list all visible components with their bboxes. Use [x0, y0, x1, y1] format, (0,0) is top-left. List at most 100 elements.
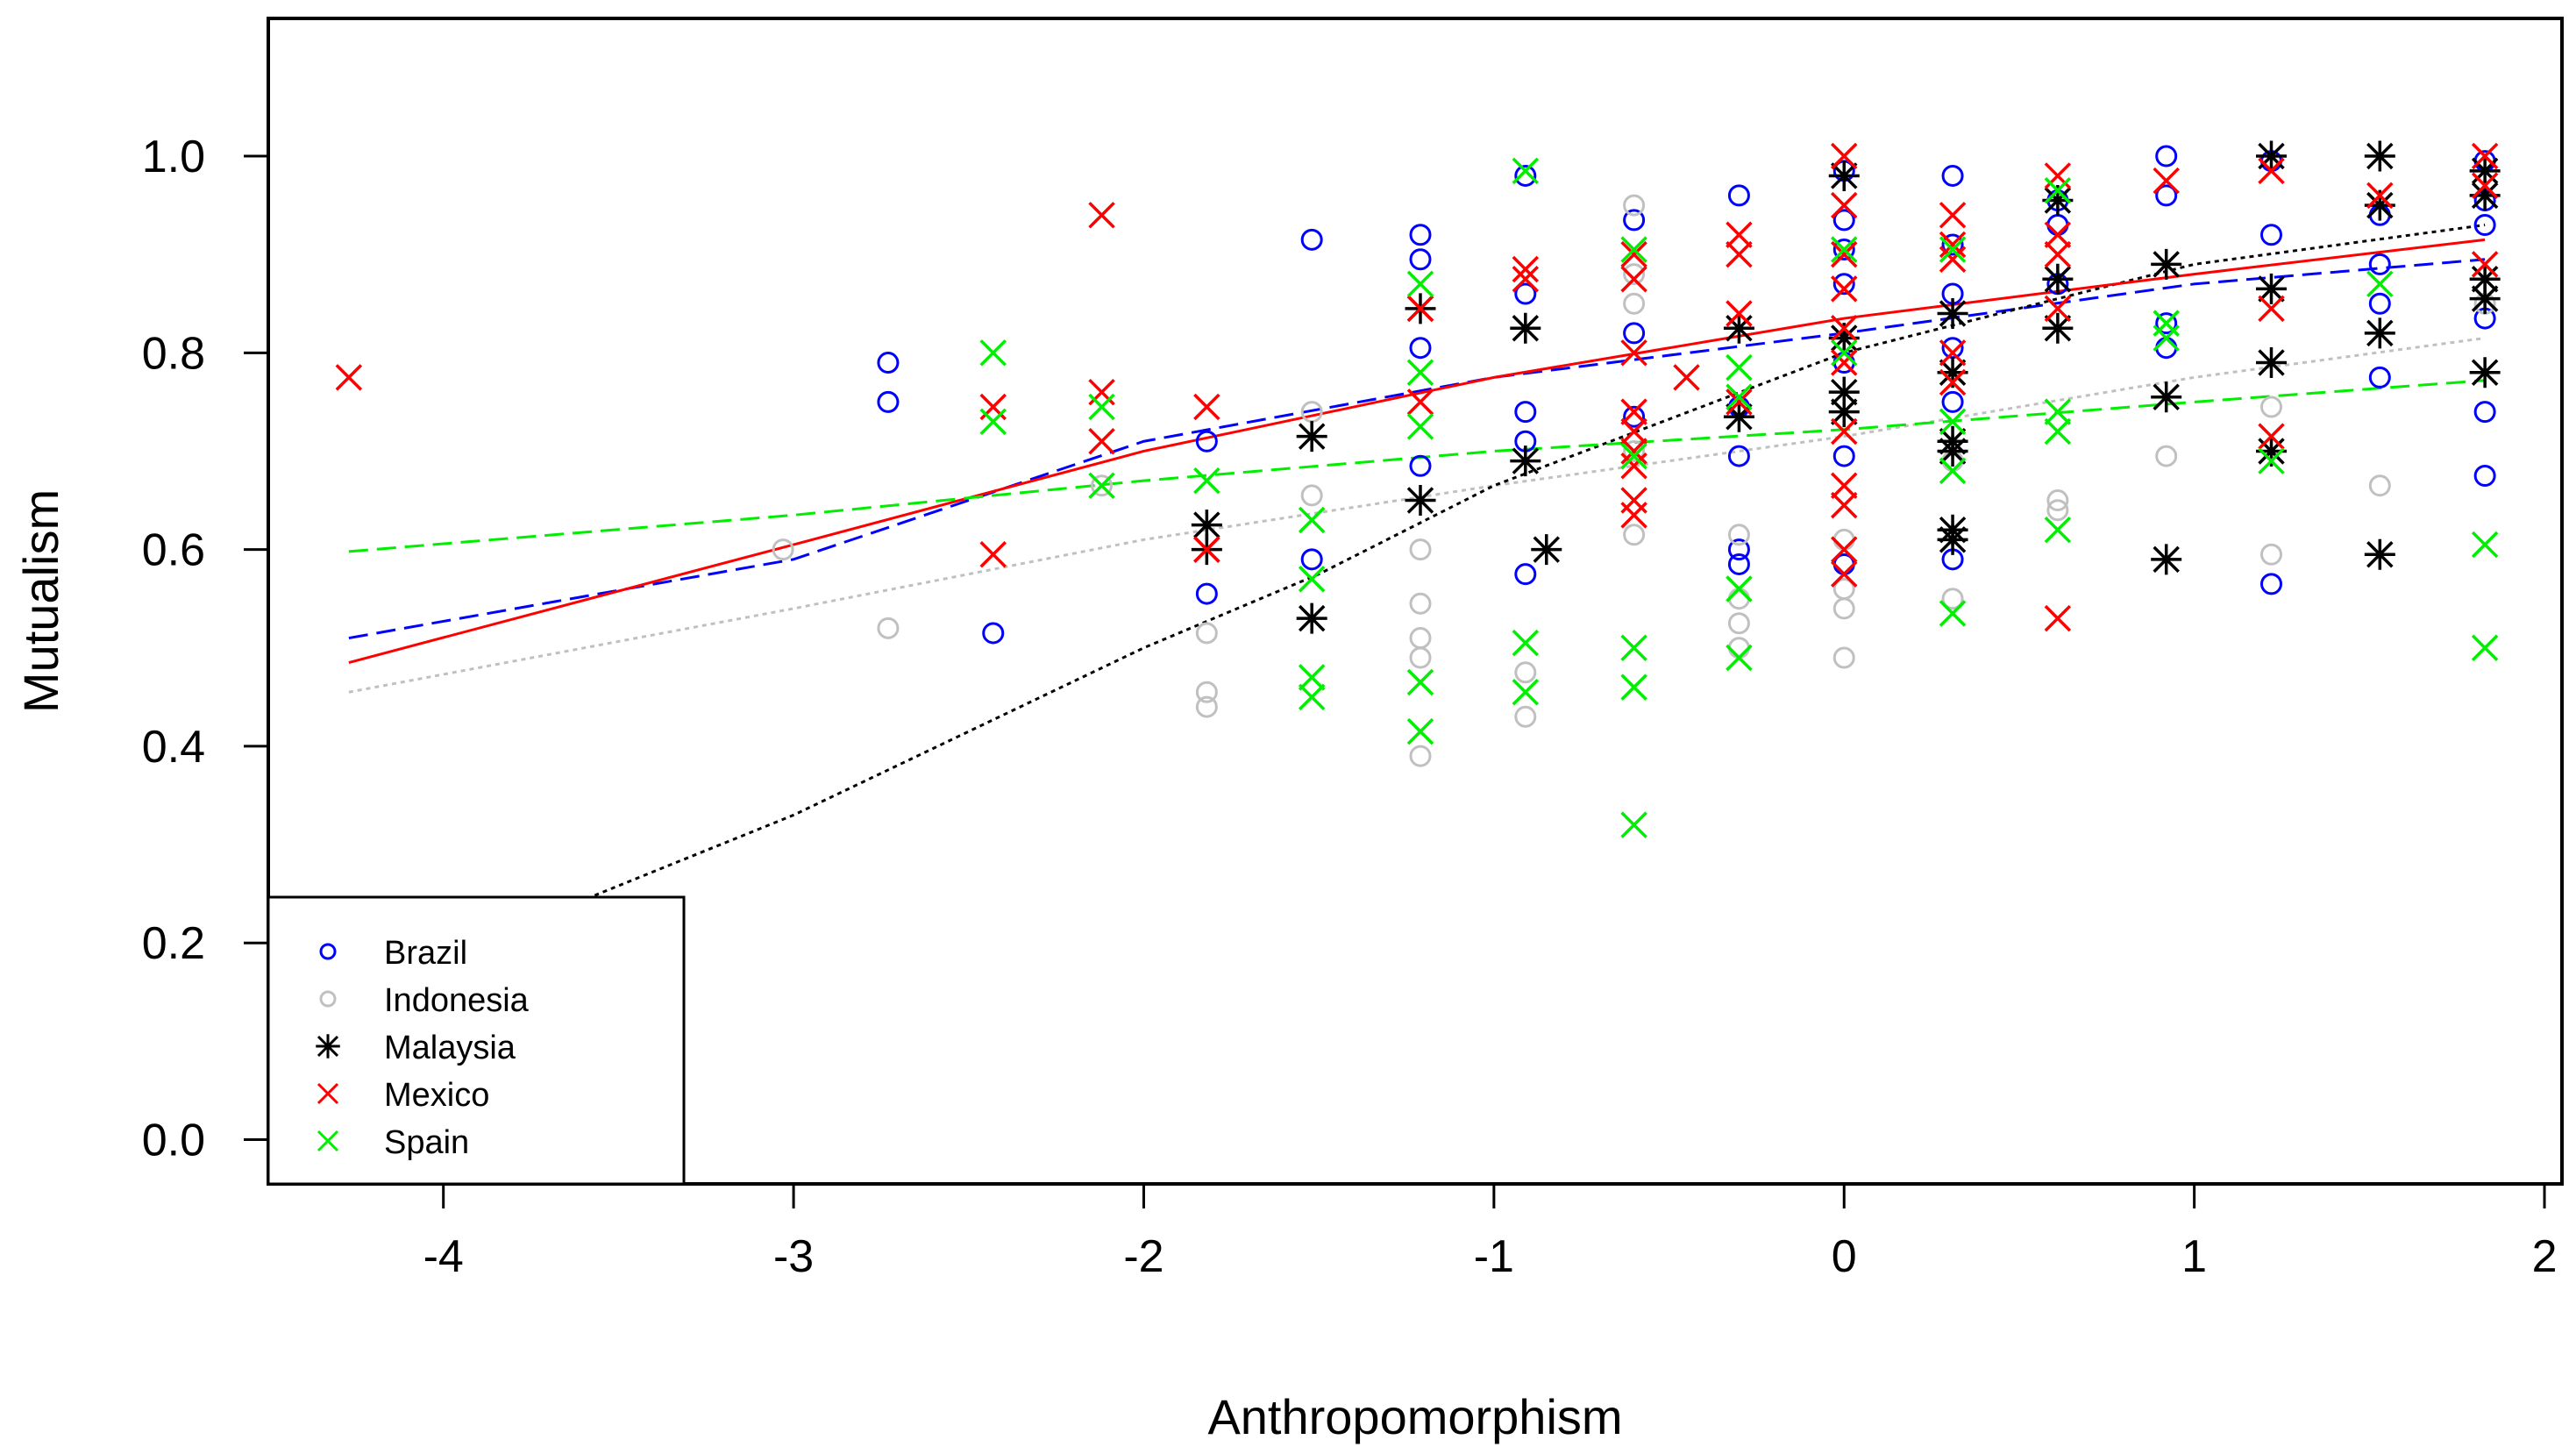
point-malaysia	[2151, 248, 2182, 280]
legend-box	[267, 895, 686, 1186]
point-malaysia	[2042, 312, 2074, 344]
point-spain	[1726, 353, 1753, 381]
point-spain	[2044, 398, 2072, 425]
point-mexico	[1939, 339, 1967, 367]
point-brazil	[2155, 184, 2178, 207]
point-mexico	[2471, 142, 2499, 170]
point-brazil	[1941, 233, 1964, 256]
x-tick-label: 0	[1832, 1231, 1857, 1282]
legend-label-indonesia: Indonesia	[384, 982, 530, 1019]
point-mexico	[335, 364, 363, 391]
x-tick-label: 1	[2181, 1231, 2207, 1282]
point-indonesia	[1409, 538, 1432, 561]
point-mexico	[1620, 240, 1647, 268]
point-malaysia	[1723, 312, 1754, 344]
x-tick-label: 2	[2532, 1231, 2558, 1282]
point-mexico	[2258, 157, 2285, 185]
point-mexico	[1673, 364, 1700, 391]
point-indonesia	[2046, 489, 2069, 512]
point-spain	[979, 339, 1007, 367]
legend-label-spain: Spain	[384, 1124, 469, 1161]
point-brazil	[2155, 312, 2178, 335]
point-brazil	[877, 390, 900, 413]
point-spain	[979, 408, 1007, 436]
trend-line-brazil	[348, 258, 2486, 640]
point-malaysia	[2256, 140, 2288, 172]
point-spain	[1406, 717, 1434, 745]
point-indonesia	[1727, 524, 1750, 546]
point-mexico	[1620, 417, 1647, 446]
x-tick-label: -3	[773, 1231, 814, 1282]
point-brazil	[1727, 445, 1750, 467]
point-indonesia	[1514, 705, 1537, 728]
point-brazil	[1195, 430, 1218, 453]
legend-label-mexico: Mexico	[384, 1077, 489, 1114]
point-brazil	[1832, 239, 1855, 261]
point-brazil	[1727, 184, 1750, 207]
point-mexico	[1620, 453, 1647, 480]
point-brazil	[1832, 273, 1855, 296]
point-mexico	[2044, 295, 2072, 323]
point-malaysia	[1937, 435, 1968, 467]
point-mexico	[1831, 142, 1858, 170]
point-brazil	[1832, 209, 1855, 232]
point-mexico	[1088, 428, 1115, 455]
point-indonesia	[2368, 474, 2391, 497]
point-brazil	[1727, 552, 1750, 575]
point-spain	[1512, 157, 1540, 185]
point-mexico	[2044, 604, 2072, 632]
point-brazil	[982, 622, 1005, 645]
point-mexico	[1831, 536, 1858, 563]
point-mexico	[1831, 191, 1858, 219]
point-mexico	[1726, 221, 1753, 248]
point-indonesia	[1623, 292, 1646, 315]
point-mexico	[1939, 246, 1967, 274]
point-malaysia	[1510, 446, 1541, 477]
point-spain	[1620, 442, 1647, 470]
point-indonesia	[1941, 588, 1964, 610]
point-mexico	[1831, 275, 1858, 303]
point-malaysia	[1405, 485, 1436, 517]
point-spain	[2153, 324, 2180, 352]
point-mexico	[1831, 491, 1858, 519]
point-mexico	[1939, 202, 1967, 229]
point-brazil	[2368, 253, 2391, 275]
point-malaysia	[2364, 317, 2395, 349]
point-mexico	[1512, 265, 1540, 293]
point-indonesia	[1727, 612, 1750, 635]
point-spain	[1406, 413, 1434, 440]
point-spain	[2258, 447, 2285, 474]
point-brazil	[2473, 214, 2496, 237]
point-spain	[1620, 674, 1647, 701]
point-spain	[1088, 393, 1115, 421]
point-mexico	[1939, 368, 1967, 396]
point-indonesia	[2260, 396, 2283, 418]
point-indonesia	[1623, 524, 1646, 546]
point-indonesia	[1623, 194, 1646, 217]
x-axis: -4 -3 -2 -1 0 1 2	[423, 1182, 2558, 1282]
point-brazil	[1409, 248, 1432, 271]
point-mexico	[1620, 339, 1647, 367]
point-spain	[2471, 634, 2499, 662]
point-malaysia	[2042, 184, 2074, 216]
point-mexico	[1831, 417, 1858, 446]
point-indonesia	[1409, 646, 1432, 669]
point-malaysia	[1828, 396, 1860, 428]
point-mexico	[1831, 240, 1858, 268]
point-indonesia	[1409, 592, 1432, 615]
point-brazil	[2260, 224, 2283, 246]
point-indonesia	[1195, 695, 1218, 718]
point-malaysia	[2469, 263, 2501, 295]
point-malaysia	[2469, 155, 2501, 187]
point-mexico	[2366, 182, 2394, 210]
y-tick-label: 1.0	[142, 132, 205, 182]
point-spain	[1831, 339, 1858, 367]
point-indonesia	[1623, 263, 1646, 286]
point-malaysia	[2364, 538, 2395, 570]
point-brazil	[1409, 454, 1432, 477]
legend-marker-mexico	[317, 1082, 339, 1105]
point-brazil	[2260, 573, 2283, 595]
y-tick-label: 0.8	[142, 328, 205, 379]
point-spain	[1726, 575, 1753, 602]
